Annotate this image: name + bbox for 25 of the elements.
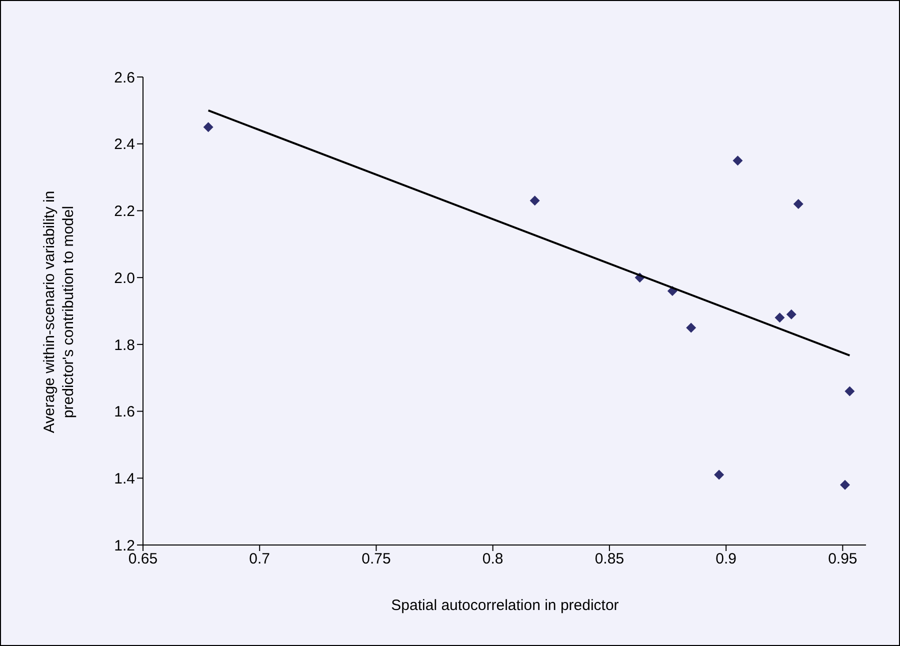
x-tick-label: 0.7	[249, 550, 270, 568]
y-tick-label: 1.8	[114, 336, 135, 354]
x-tick-label: 0.95	[828, 550, 858, 568]
x-tick-label: 0.85	[594, 550, 624, 568]
y-tick-label: 2.6	[114, 69, 135, 86]
point	[732, 156, 743, 166]
y-tick-label: 2.0	[114, 270, 135, 287]
y-axis-title: Average within-scenario variability in predictor's contribution to model	[40, 190, 78, 436]
point	[786, 309, 796, 320]
x-axis-title: Spatial autocorrelation in predictor	[390, 597, 620, 614]
y-tick-label: 1.4	[114, 470, 135, 488]
point	[686, 322, 696, 333]
y-tick-label: 1.6	[114, 404, 135, 421]
y-tick-label: 2.2	[114, 203, 135, 220]
point	[793, 199, 804, 210]
point	[714, 470, 724, 480]
point	[203, 122, 214, 132]
point	[774, 312, 785, 323]
x-tick-label: 0.9	[716, 550, 736, 568]
x-tick-label: 0.8	[482, 550, 504, 568]
y-tick-label: 2.4	[114, 136, 135, 154]
point	[840, 480, 850, 490]
point	[844, 386, 855, 396]
x-tick-label: 0.75	[362, 550, 391, 568]
point	[530, 196, 540, 206]
